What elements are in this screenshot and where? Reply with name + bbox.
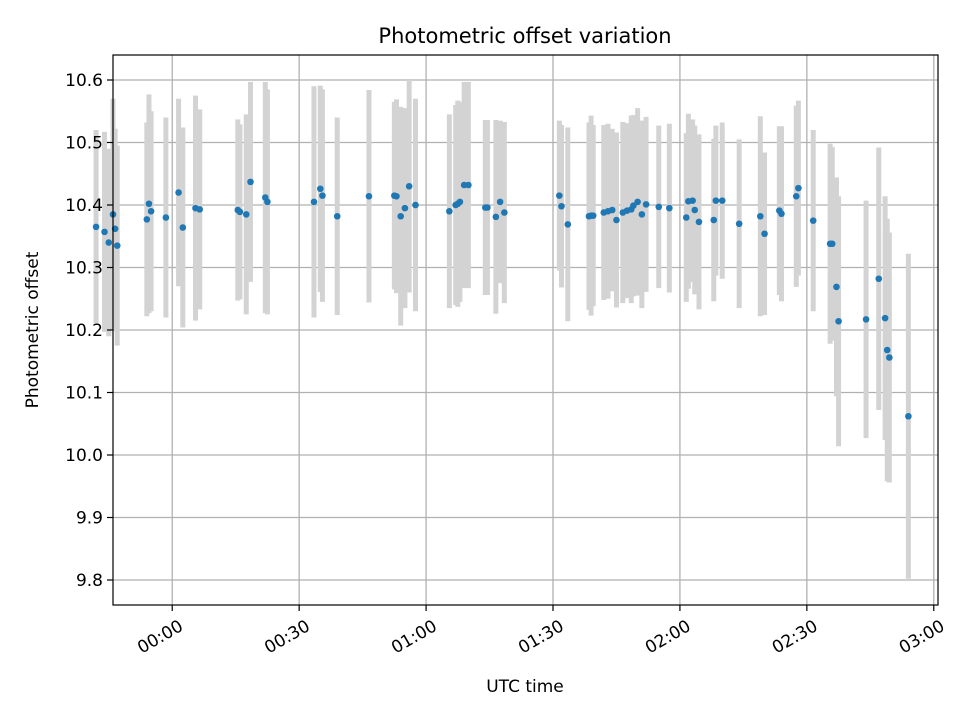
- data-point: [564, 221, 572, 228]
- data-point: [638, 211, 646, 218]
- data-point: [92, 223, 100, 231]
- data-point: [496, 198, 504, 206]
- data-point: [242, 211, 250, 218]
- y-tick-label: 9.9: [76, 509, 103, 529]
- data-point: [175, 189, 182, 196]
- data-point: [236, 208, 244, 216]
- data-point: [875, 275, 883, 283]
- y-axis-label: Photometric offset: [23, 251, 43, 408]
- data-point: [247, 178, 254, 186]
- y-tick-label: 10.6: [65, 71, 103, 91]
- data-point: [319, 192, 326, 199]
- data-point: [735, 220, 743, 228]
- y-axis-ticks: 9.8 9.9 10.0 10.1 10.2 10.3 10.4 10.5 10.6: [65, 71, 113, 591]
- data-point: [393, 192, 400, 200]
- data-point: [886, 354, 893, 361]
- data-point: [710, 216, 718, 224]
- data-point: [145, 200, 153, 208]
- y-tick-label: 10.4: [65, 196, 103, 216]
- data-point: [712, 197, 720, 204]
- data-point: [397, 212, 404, 220]
- data-point: [689, 197, 696, 204]
- data-point: [446, 207, 453, 215]
- data-point: [718, 197, 726, 204]
- data-point: [881, 314, 889, 322]
- y-tick-label: 10.3: [65, 259, 103, 279]
- x-axis-label: UTC time: [486, 677, 564, 697]
- data-point: [778, 210, 785, 218]
- data-point: [113, 242, 121, 249]
- data-point: [682, 214, 690, 221]
- data-point: [179, 224, 187, 231]
- data-points: [92, 178, 912, 420]
- data-point: [317, 185, 324, 193]
- data-point: [883, 346, 891, 354]
- data-point: [634, 198, 641, 206]
- data-point: [655, 203, 663, 211]
- data-point: [828, 240, 836, 248]
- data-point: [365, 192, 373, 200]
- data-point: [310, 198, 318, 206]
- data-point: [405, 182, 413, 190]
- data-point: [501, 209, 508, 216]
- y-tick-label: 10.2: [65, 321, 103, 341]
- data-point: [809, 217, 817, 224]
- data-point: [492, 213, 500, 221]
- y-tick-label: 10.1: [65, 384, 103, 404]
- chart-title: Photometric offset variation: [378, 24, 671, 48]
- data-point: [484, 204, 491, 211]
- data-point: [143, 216, 151, 223]
- data-point: [792, 192, 800, 200]
- data-point: [589, 212, 597, 219]
- data-point: [835, 317, 842, 325]
- data-point: [147, 207, 155, 215]
- data-point: [630, 202, 637, 209]
- data-point: [105, 239, 113, 246]
- data-point: [795, 184, 802, 192]
- data-point: [333, 212, 341, 220]
- y-tick-label: 10.5: [65, 134, 103, 154]
- data-point: [264, 198, 271, 206]
- data-point: [162, 214, 170, 221]
- data-point: [456, 198, 464, 206]
- data-point: [905, 412, 912, 420]
- data-point: [465, 181, 472, 189]
- data-point: [862, 316, 870, 323]
- data-point: [101, 228, 108, 236]
- data-point: [608, 206, 616, 214]
- data-point: [412, 201, 419, 209]
- data-point: [401, 204, 409, 212]
- data-point: [556, 192, 563, 199]
- data-point: [833, 283, 840, 291]
- y-tick-label: 9.8: [76, 571, 103, 591]
- data-point: [613, 216, 620, 224]
- data-point: [695, 218, 703, 226]
- data-point: [757, 212, 764, 220]
- y-tick-label: 10.0: [65, 446, 103, 466]
- data-point: [691, 206, 699, 214]
- data-point: [642, 201, 650, 208]
- data-point: [196, 206, 204, 213]
- data-point: [666, 204, 673, 212]
- data-point: [761, 230, 768, 238]
- data-point: [558, 202, 565, 210]
